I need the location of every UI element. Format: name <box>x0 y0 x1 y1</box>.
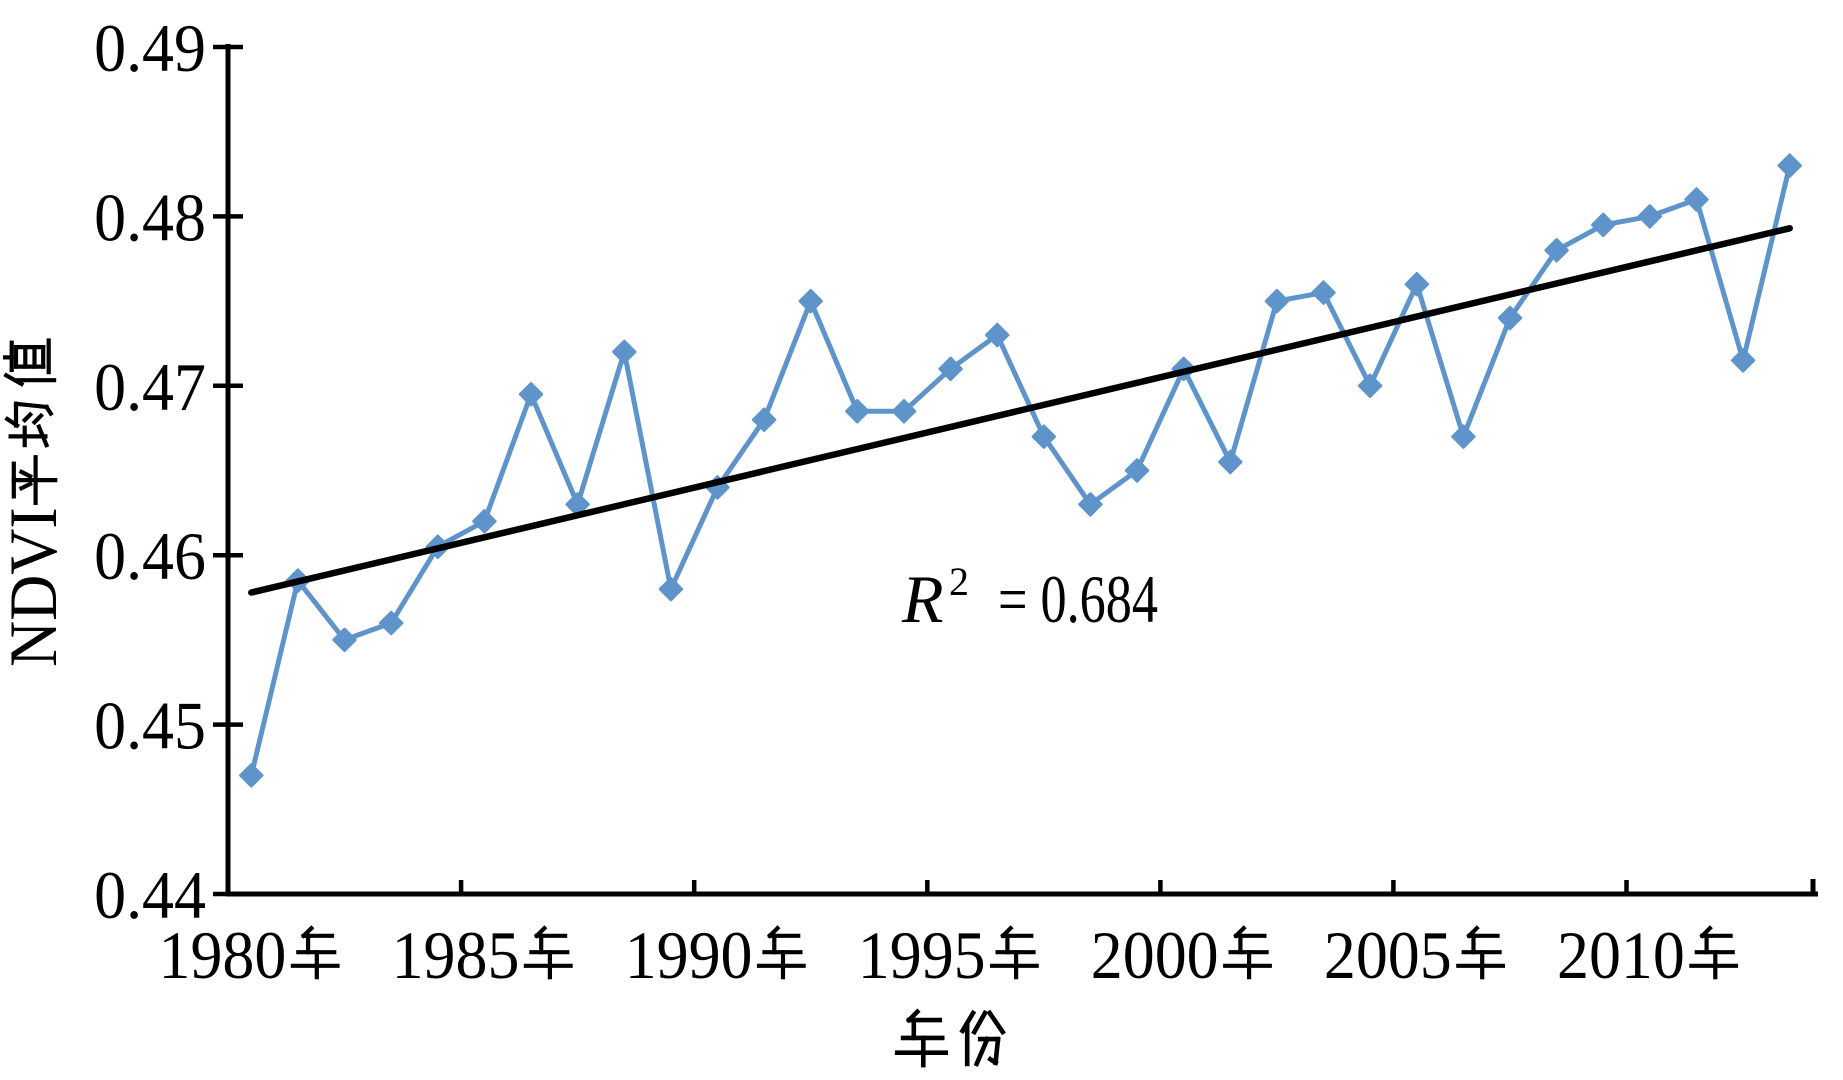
data-point-2009 <box>1590 212 1616 238</box>
y-tick-label: 0.48 <box>94 179 206 255</box>
x-axis-title <box>894 1008 1006 1068</box>
x-tick-label: 2010 <box>1557 917 1739 993</box>
data-point-2006 <box>1451 424 1476 449</box>
data-point-1996 <box>984 322 1010 348</box>
svg-text:2000: 2000 <box>1091 917 1219 993</box>
data-point-2004 <box>1357 373 1383 399</box>
svg-text:1995: 1995 <box>858 917 986 993</box>
y-tick-label: 0.49 <box>94 10 206 86</box>
data-point-1999 <box>1124 458 1150 483</box>
data-point-1989 <box>658 576 684 602</box>
cjk-char <box>894 1008 949 1068</box>
cjk-char <box>2 338 57 387</box>
svg-text:1980: 1980 <box>159 917 287 993</box>
x-tick-label: 1985 <box>392 917 573 993</box>
y-tick-label: 0.45 <box>94 688 206 764</box>
cjk-char <box>756 925 806 980</box>
data-point-2005 <box>1404 271 1430 297</box>
r-squared-annotation: R 2 = 0.684 <box>901 559 1158 637</box>
axis-titles: NDVI <box>0 338 1006 1068</box>
data-point-1982 <box>332 627 357 653</box>
cjk-char <box>959 1009 1006 1067</box>
data-point-2008 <box>1544 238 1569 263</box>
data-point-2007 <box>1497 305 1523 331</box>
axes <box>213 44 1818 897</box>
r-squared-text: R 2 = 0.684 <box>901 559 1158 637</box>
cjk-char <box>1456 925 1506 980</box>
cjk-char <box>989 925 1039 980</box>
x-tick-label: 2000 <box>1091 917 1272 993</box>
cjk-char <box>523 925 573 980</box>
svg-text:2010: 2010 <box>1557 917 1685 993</box>
data-point-2013 <box>1777 153 1802 178</box>
data-point-1983 <box>378 610 404 636</box>
cjk-char <box>11 455 58 505</box>
x-tick-label: 1990 <box>625 917 806 993</box>
svg-text:0.48: 0.48 <box>94 179 206 255</box>
data-point-2002 <box>1264 288 1290 314</box>
svg-text:1985: 1985 <box>392 917 520 993</box>
x-tick-label: 2005 <box>1324 917 1506 993</box>
trend-line <box>248 225 1793 596</box>
svg-text:R: R <box>901 561 944 637</box>
cjk-char <box>1689 925 1739 980</box>
data-point-1992 <box>798 288 823 314</box>
data-point-1997 <box>1031 424 1057 449</box>
data-point-1998 <box>1078 492 1103 517</box>
data-point-2001 <box>1218 449 1243 475</box>
y-axis-title-text: NDVI <box>0 338 71 667</box>
data-point-2012 <box>1730 348 1756 373</box>
trend-line-group <box>248 225 1793 596</box>
cjk-char <box>4 401 54 448</box>
svg-text:0.46: 0.46 <box>94 518 206 594</box>
y-tick-label: 0.46 <box>94 518 206 594</box>
svg-text:1990: 1990 <box>625 917 753 993</box>
svg-text:0.44: 0.44 <box>94 857 206 933</box>
y-tick-label: 0.44 <box>94 857 206 933</box>
data-point-2003 <box>1311 280 1336 305</box>
data-point-1993 <box>845 398 870 424</box>
data-point-1986 <box>518 382 544 407</box>
data-point-1985 <box>472 509 497 534</box>
data-point-2011 <box>1684 187 1709 212</box>
x-tick-label: 1995 <box>858 917 1039 993</box>
cjk-char <box>1223 925 1272 980</box>
data-point-2010 <box>1637 204 1663 229</box>
data-point-1991 <box>751 407 777 432</box>
svg-text:= 0.684: = 0.684 <box>998 561 1158 637</box>
data-point-1995 <box>938 356 963 382</box>
axis-labels: 0.44 0.45 0.46 0.47 0.48 0.49 1980 1985 1990 1995… <box>94 10 1739 993</box>
svg-text:NDVI: NDVI <box>0 507 71 667</box>
y-axis-title: NDVI <box>0 338 71 667</box>
x-tick-label: 1980 <box>159 917 340 993</box>
data-point-1980 <box>239 763 264 788</box>
svg-text:0.45: 0.45 <box>94 688 206 764</box>
ndvi-series <box>239 153 1802 788</box>
ndvi-series-line <box>248 163 1793 778</box>
svg-text:0.47: 0.47 <box>94 349 206 425</box>
y-tick-label: 0.47 <box>94 349 206 425</box>
svg-text:0.49: 0.49 <box>94 10 206 86</box>
cjk-char <box>290 925 340 980</box>
data-point-1994 <box>891 398 917 424</box>
data-point-1988 <box>612 339 637 365</box>
svg-text:2005: 2005 <box>1324 917 1452 993</box>
svg-text:2: 2 <box>949 559 969 604</box>
